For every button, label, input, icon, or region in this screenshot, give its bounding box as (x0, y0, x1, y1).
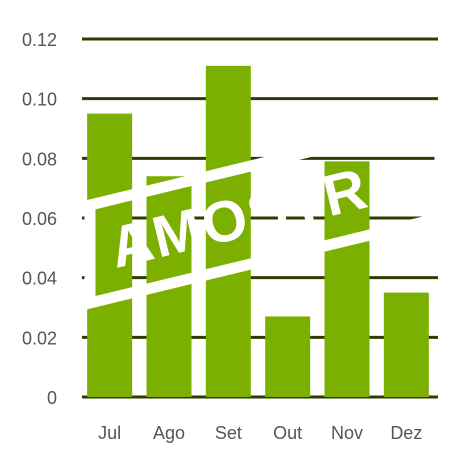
watermark: AMOSTRA (84, 113, 446, 310)
y-axis-ticks: 0 0.02 0.04 0.06 0.08 0.10 0.12 (22, 30, 57, 408)
y-tick-label: 0.06 (22, 209, 57, 229)
x-tick-label: Nov (331, 423, 363, 443)
x-axis-ticks: Jul Ago Set Out Nov Dez (98, 423, 422, 443)
x-tick-label: Dez (390, 423, 422, 443)
bar-dez (383, 292, 429, 397)
y-tick-label: 0.02 (22, 328, 57, 348)
bars (87, 65, 429, 397)
y-tick-label: 0 (47, 388, 57, 408)
x-tick-label: Set (215, 423, 242, 443)
bar-set (205, 65, 251, 397)
y-tick-label: 0.04 (22, 269, 57, 289)
bar-out (265, 316, 311, 397)
y-tick-label: 0.12 (22, 30, 57, 50)
y-tick-label: 0.08 (22, 149, 57, 169)
x-tick-label: Out (273, 423, 302, 443)
x-tick-label: Jul (98, 423, 121, 443)
bar-nov (324, 161, 370, 397)
x-tick-label: Ago (153, 423, 185, 443)
y-tick-label: 0.10 (22, 90, 57, 110)
